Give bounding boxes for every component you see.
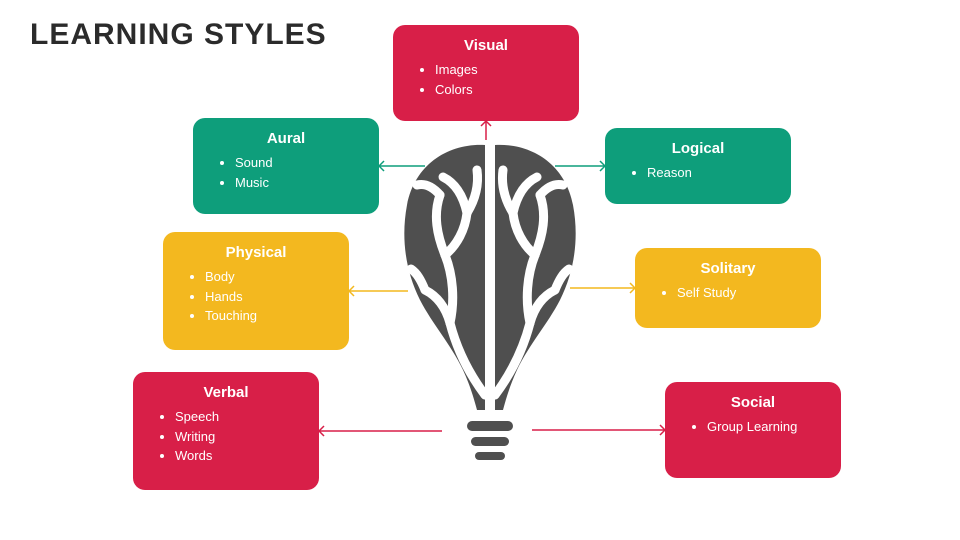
card-item: Self Study — [677, 283, 807, 303]
card-logical: Logical Reason — [605, 128, 791, 204]
connector-arrow-icon — [319, 426, 324, 436]
card-social: Social Group Learning — [665, 382, 841, 478]
card-item: Colors — [435, 80, 565, 100]
card-items-aural: SoundMusic — [207, 153, 365, 192]
page-title: LEARNING STYLES — [30, 18, 327, 52]
card-physical: Physical BodyHandsTouching — [163, 232, 349, 350]
card-item: Words — [175, 446, 305, 466]
card-aural: Aural SoundMusic — [193, 118, 379, 214]
card-item: Group Learning — [707, 417, 827, 437]
card-verbal: Verbal SpeechWritingWords — [133, 372, 319, 490]
card-item: Speech — [175, 407, 305, 427]
card-item: Sound — [235, 153, 365, 173]
card-title-aural: Aural — [207, 130, 365, 147]
card-solitary: Solitary Self Study — [635, 248, 821, 328]
card-title-visual: Visual — [407, 37, 565, 54]
card-visual: Visual ImagesColors — [393, 25, 579, 121]
card-items-visual: ImagesColors — [407, 60, 565, 99]
card-item: Body — [205, 267, 335, 287]
card-item: Reason — [647, 163, 777, 183]
card-item: Hands — [205, 287, 335, 307]
card-item: Touching — [205, 306, 335, 326]
card-item: Writing — [175, 427, 305, 447]
card-title-solitary: Solitary — [649, 260, 807, 277]
connector-arrow-icon — [481, 121, 491, 126]
card-items-verbal: SpeechWritingWords — [147, 407, 305, 466]
brain-lightbulb-icon — [395, 135, 585, 475]
card-item: Music — [235, 173, 365, 193]
connector-arrow-icon — [349, 286, 354, 296]
card-items-social: Group Learning — [679, 417, 827, 437]
card-items-logical: Reason — [619, 163, 777, 183]
card-items-solitary: Self Study — [649, 283, 807, 303]
card-title-physical: Physical — [177, 244, 335, 261]
card-items-physical: BodyHandsTouching — [177, 267, 335, 326]
card-title-social: Social — [679, 394, 827, 411]
card-title-verbal: Verbal — [147, 384, 305, 401]
card-title-logical: Logical — [619, 140, 777, 157]
connector-arrow-icon — [379, 161, 384, 171]
card-item: Images — [435, 60, 565, 80]
